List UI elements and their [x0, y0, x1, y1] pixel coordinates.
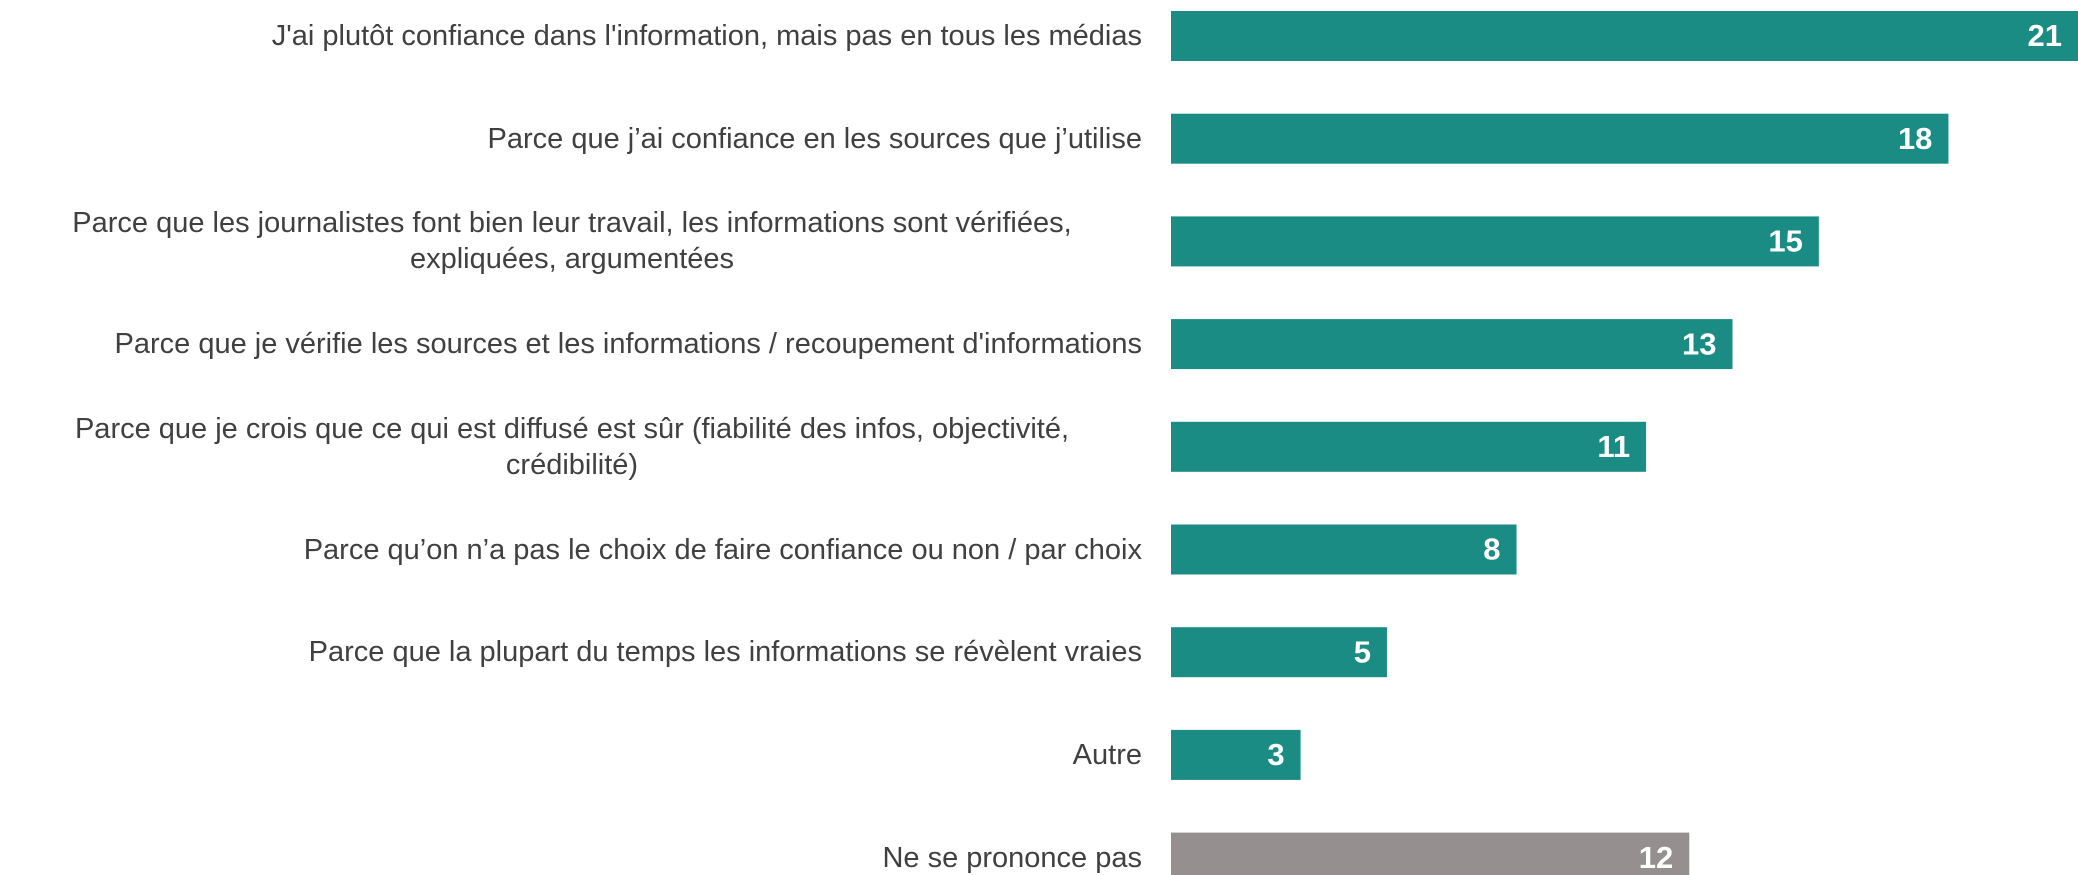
value-label: 21 [2028, 18, 2062, 53]
bar [1171, 216, 1819, 267]
bar [1171, 627, 1387, 678]
category-label: Autre [1072, 738, 1142, 771]
category-label: Parce que je crois que ce qui est diffus… [74, 412, 1070, 481]
value-label: 8 [1483, 532, 1500, 567]
value-label: 13 [1682, 326, 1716, 361]
bar [1171, 524, 1517, 575]
value-label: 11 [1597, 429, 1630, 464]
value-label: 12 [1639, 840, 1673, 875]
category-label: Ne se prononce pas [882, 841, 1142, 874]
value-label: 3 [1267, 737, 1284, 772]
category-label: Parce que j’ai confiance en les sources … [487, 122, 1142, 155]
category-label: Parce qu’on n’a pas le choix de faire co… [303, 533, 1142, 566]
value-label: 18 [1898, 121, 1932, 156]
bar [1171, 729, 1301, 780]
bar [1171, 421, 1647, 472]
bar [1171, 11, 2078, 61]
category-label: J'ai plutôt confiance dans l'information… [271, 20, 1142, 52]
value-label: 15 [1768, 224, 1802, 259]
value-label: 5 [1354, 634, 1371, 669]
category-label: Parce que les journalistes font bien leu… [72, 207, 1072, 276]
category-label: Parce que je vérifie les sources et les … [114, 328, 1142, 361]
bar [1171, 113, 1949, 164]
bar [1171, 319, 1733, 370]
category-label: Parce que la plupart du temps les inform… [308, 636, 1142, 669]
bar [1171, 832, 1690, 875]
